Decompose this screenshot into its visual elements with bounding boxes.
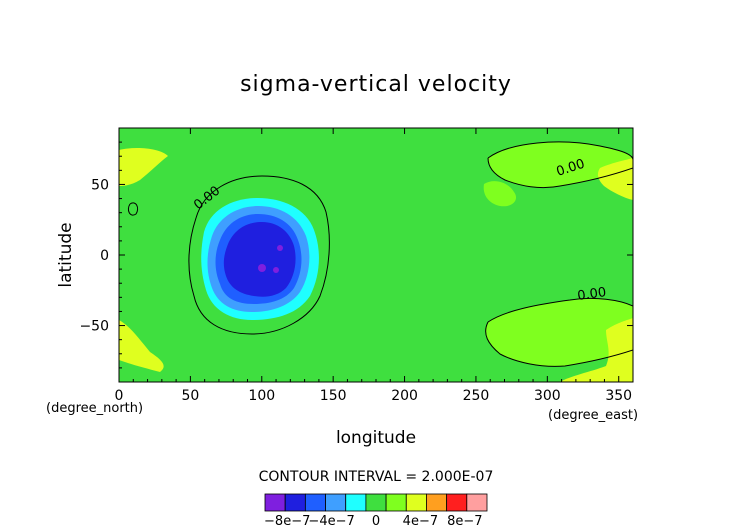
x-tick-label: 100: [248, 388, 275, 404]
colorbar-swatch: [365, 493, 387, 512]
contour-label-se: 0.00: [576, 285, 607, 304]
x-tick-label: 350: [605, 388, 632, 404]
contour-region-nw-yellow: [119, 148, 168, 186]
colorbar-swatch: [446, 493, 468, 512]
x-tick-label: 250: [463, 388, 490, 404]
contour-region-sw-yellow: [119, 320, 164, 372]
colorbar-swatch: [304, 493, 326, 512]
descent-peak-3: [273, 267, 279, 273]
contour-region-ne-light: [488, 142, 633, 188]
contour-line-nw: [127, 202, 139, 216]
plot-area: [119, 128, 633, 382]
contour-region-ne-yellow: [597, 158, 633, 200]
y-axis-unit: (degree_north): [46, 401, 143, 416]
chart-title: sigma-vertical velocity: [240, 72, 512, 97]
x-tick-label: 150: [320, 388, 347, 404]
colorbar-tick-label: −4e−7: [308, 514, 354, 529]
contour-region-descent-core: [223, 222, 296, 297]
colorbar-swatch: [284, 493, 306, 512]
contour-line-se: [485, 297, 633, 367]
colorbar-swatch: [426, 493, 448, 512]
contour-region-ne-small: [483, 181, 517, 207]
x-tick-label: 300: [534, 388, 561, 404]
y-axis-label: latitude: [56, 222, 76, 287]
descent-peak-1: [258, 264, 266, 272]
x-axis-unit: (degree_east): [548, 408, 638, 423]
y-tick-label: −50: [79, 319, 109, 335]
y-tick-label: 0: [100, 248, 109, 264]
x-tick-label: 50: [181, 388, 199, 404]
y-ticks: 50 0 −50: [79, 141, 633, 369]
colorbar-tick-label: 4e−7: [403, 514, 438, 529]
contour-region-se-yellow: [560, 318, 633, 382]
contour-interval-text: CONTOUR INTERVAL = 2.000E-07: [259, 469, 494, 485]
contour-line-ne: [487, 141, 633, 189]
colorbar-tick-label: 8e−7: [447, 514, 482, 529]
colorbar-swatch: [325, 493, 347, 512]
descent-peak-2: [277, 245, 283, 251]
colorbar: [264, 493, 488, 512]
x-axis-label: longitude: [336, 428, 416, 448]
x-tick-label: 200: [391, 388, 418, 404]
x-ticks: 0 50 100 150 200 250 300 350: [115, 128, 632, 404]
colorbar-swatch: [345, 493, 367, 512]
contour-region-se-light: [485, 298, 633, 367]
colorbar-swatch: [385, 493, 407, 512]
colorbar-swatch: [466, 493, 488, 512]
colorbar-tick-label: 0: [372, 514, 380, 529]
x-tick-label: 0: [115, 388, 124, 404]
colorbar-swatch: [264, 493, 286, 512]
y-tick-label: 50: [91, 177, 109, 193]
colorbar-ticks: −8e−7−4e−7 0 4e−7 8e−7: [264, 514, 482, 529]
colorbar-tick-label: −8e−7: [264, 514, 310, 529]
colorbar-swatch: [405, 493, 427, 512]
